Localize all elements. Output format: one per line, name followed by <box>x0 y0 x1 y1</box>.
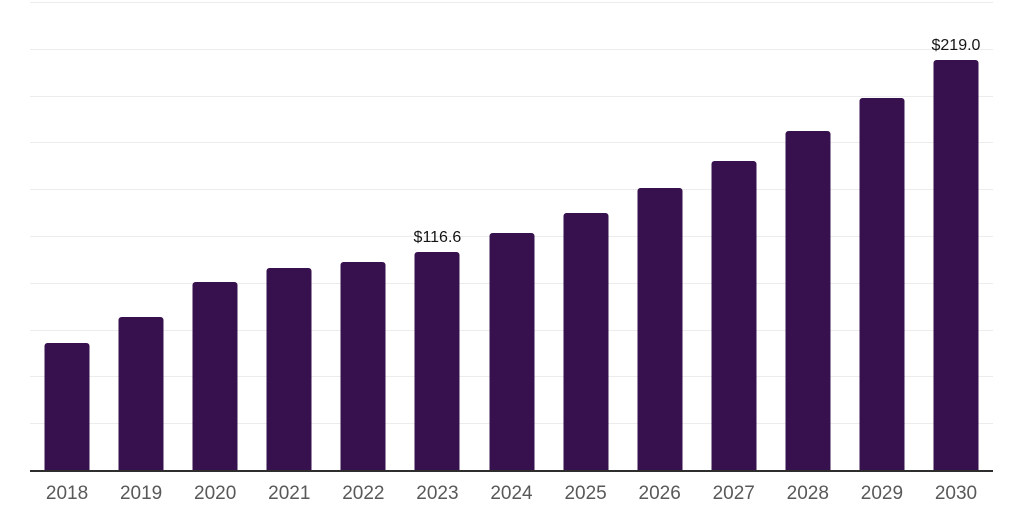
bar-slot-2024 <box>474 2 548 470</box>
bar-slot-2026 <box>623 2 697 470</box>
gridline <box>30 95 993 97</box>
bar-slot-2022 <box>326 2 400 470</box>
x-tick-label-2029: 2029 <box>860 483 904 504</box>
bar-2026 <box>637 188 683 470</box>
bar-slot-2023: $116.6 <box>400 2 474 470</box>
gridline <box>30 48 993 50</box>
x-tick-label-2022: 2022 <box>342 483 385 504</box>
x-tick-label-2020: 2020 <box>194 483 237 504</box>
x-tick-label-2027: 2027 <box>712 483 755 504</box>
bar-2027 <box>711 161 757 470</box>
x-tick-label-2026: 2026 <box>638 483 681 504</box>
value-label-2023: $116.6 <box>413 228 462 246</box>
x-axis-labels: 2018 2019 2020 2021 2022 2023 2024 2025 2026 2027… <box>30 483 993 505</box>
bar-2022 <box>340 262 386 470</box>
bar-2019 <box>118 317 164 470</box>
bar-2023 <box>414 251 460 470</box>
gridline <box>30 189 993 191</box>
x-tick-label-2024: 2024 <box>490 483 533 504</box>
x-tick-label-2025: 2025 <box>564 483 607 504</box>
bar-slot-2025 <box>549 2 623 470</box>
bar-2025 <box>563 212 609 470</box>
bar-2024 <box>489 233 534 470</box>
bar-2020 <box>192 281 238 470</box>
bar-slot-2027 <box>697 2 771 470</box>
bar-2029 <box>859 98 905 470</box>
x-axis-line <box>30 470 993 472</box>
bar-slot-2028 <box>771 2 845 470</box>
bar-slot-2029 <box>845 2 919 470</box>
gridline <box>30 142 993 144</box>
x-tick-label-2018: 2018 <box>45 483 89 504</box>
plot-area: $116.6 $219.0 <box>30 2 993 472</box>
gridline <box>30 2 993 3</box>
x-tick-label-2028: 2028 <box>786 483 829 504</box>
value-label-2030: $219.0 <box>931 37 981 55</box>
bar-2021 <box>266 267 312 470</box>
x-tick-label-2019: 2019 <box>119 483 163 504</box>
bar-slot-2030: $219.0 <box>919 2 993 470</box>
x-tick-label-2030: 2030 <box>934 483 978 504</box>
bar-2030 <box>933 60 979 470</box>
bars-layer: $116.6 $219.0 <box>30 2 993 470</box>
bar-slot-2018 <box>30 2 104 470</box>
bar-slot-2021 <box>252 2 326 470</box>
x-tick-label-2021: 2021 <box>268 483 311 504</box>
bar-slot-2020 <box>178 2 252 470</box>
bar-2018 <box>44 342 90 470</box>
x-tick-label-2023: 2023 <box>416 483 459 504</box>
bar-slot-2019 <box>104 2 178 470</box>
bar-2028 <box>785 131 831 470</box>
